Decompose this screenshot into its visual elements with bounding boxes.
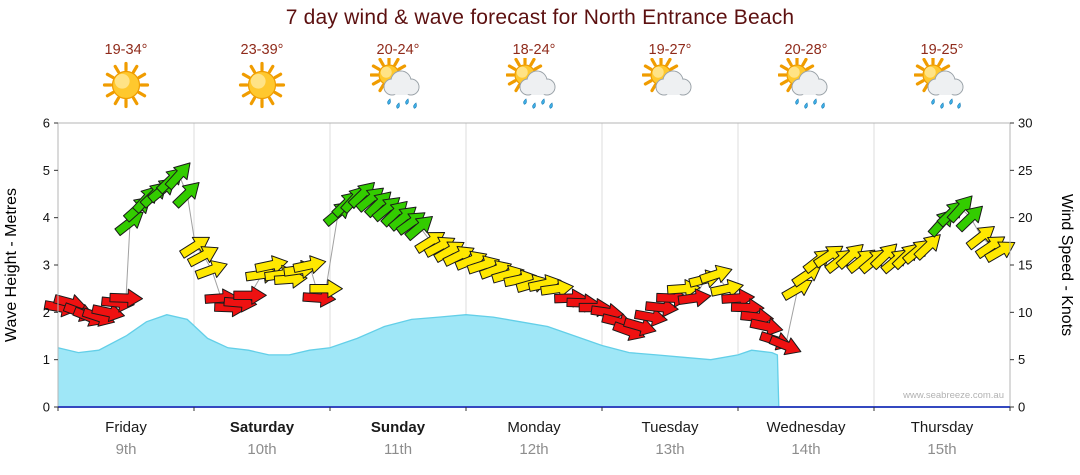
wind-arrow (946, 195, 973, 224)
date-label-friday: 9th (115, 441, 137, 458)
right-axis-tick-label: 30 (1018, 116, 1032, 131)
right-axis-tick-label: 15 (1018, 258, 1032, 273)
left-axis-tick-label: 1 (43, 352, 50, 367)
temp-range-saturday: 23-39° (240, 42, 284, 58)
day-label-wednesday: Wednesday (766, 419, 846, 436)
date-label-monday: 12th (519, 441, 549, 458)
wind-arrow (623, 317, 657, 337)
wind-arrow (984, 241, 1016, 263)
wind-arrow (109, 288, 143, 308)
wind-arrow (179, 236, 210, 259)
wind-arrow (233, 285, 267, 305)
right-axis-tick-label: 25 (1018, 163, 1032, 178)
temp-range-tuesday: 19-27° (648, 42, 692, 58)
weather-icon-sun-showers (369, 55, 426, 118)
date-label-sunday: 11th (383, 441, 413, 458)
left-axis-tick-label: 2 (43, 305, 50, 320)
wind-arrow (955, 205, 983, 233)
wave-height-area (57, 314, 780, 408)
date-label-saturday: 10th (247, 441, 277, 458)
watermark: www.seabreeze.com.au (902, 390, 1004, 401)
right-axis-tick-label: 20 (1018, 210, 1032, 225)
wind-arrow (913, 234, 941, 261)
temp-range-sunday: 20-24° (376, 42, 420, 58)
weather-icon-partly-cloudy (641, 55, 698, 118)
wind-arrow (644, 298, 679, 318)
temp-range-monday: 18-24° (512, 42, 556, 58)
wind-arrow (194, 260, 228, 280)
weather-icon-sun-showers (777, 55, 834, 118)
temp-range-wednesday: 20-28° (784, 42, 828, 58)
date-label-thursday: 15th (927, 441, 957, 458)
wind-arrow (91, 303, 125, 323)
left-axis-tick-label: 0 (43, 400, 50, 415)
wind-arrow (710, 278, 744, 298)
page-title: 7 day wind & wave forecast for North Ent… (285, 6, 795, 29)
left-axis-title: Wave Height - Metres (3, 188, 20, 342)
temp-range-thursday: 19-25° (920, 42, 964, 58)
wind-arrow (292, 255, 327, 274)
wind-arrow (749, 317, 784, 337)
weather-icon-sun-showers (913, 55, 970, 118)
right-axis-title: Wind Speed - Knots (1058, 194, 1075, 336)
left-axis-tick-label: 3 (43, 258, 50, 273)
right-axis-tick-label: 0 (1018, 400, 1025, 415)
axis-ticks: 0 1 2 3 4 5 6 0 5 10 15 20 25 30 (43, 116, 1033, 415)
day-label-saturday: Saturday (229, 419, 295, 436)
wind-arrows (43, 162, 1016, 356)
temp-range-friday: 19-34° (104, 42, 148, 58)
left-axis-tick-label: 5 (43, 163, 50, 178)
wind-arrow (172, 182, 200, 209)
left-axis-tick-label: 6 (43, 116, 50, 131)
weather-icon-sunny (98, 58, 154, 118)
left-axis-tick-label: 4 (43, 210, 50, 225)
weather-icon-sunny (234, 58, 290, 118)
right-axis-tick-label: 10 (1018, 305, 1032, 320)
wind-arrow (699, 264, 733, 284)
wind-arrow (677, 288, 712, 308)
wind-arrow (254, 255, 289, 274)
wind-arrow (442, 246, 475, 267)
weather-icon-sun-showers (505, 55, 562, 118)
date-label-tuesday: 13th (655, 441, 685, 458)
wind-arrow (309, 279, 343, 299)
wind-arrow (721, 288, 755, 308)
day-label-tuesday: Tuesday (641, 419, 699, 436)
day-label-friday: Friday (105, 419, 147, 436)
day-label-thursday: Thursday (910, 419, 974, 436)
wind-arrow (164, 162, 191, 191)
wind-arrow (540, 279, 574, 298)
right-axis-tick-label: 5 (1018, 352, 1025, 367)
wind-arrow (634, 308, 668, 327)
date-label-wednesday: 14th (791, 441, 821, 458)
wind-arrow (404, 215, 433, 242)
day-label-sunday: Sunday (370, 419, 426, 436)
wind-arrow (186, 246, 219, 268)
wind-arrow (768, 335, 802, 356)
wind-arrow (965, 225, 995, 251)
day-label-monday: Monday (507, 419, 561, 436)
